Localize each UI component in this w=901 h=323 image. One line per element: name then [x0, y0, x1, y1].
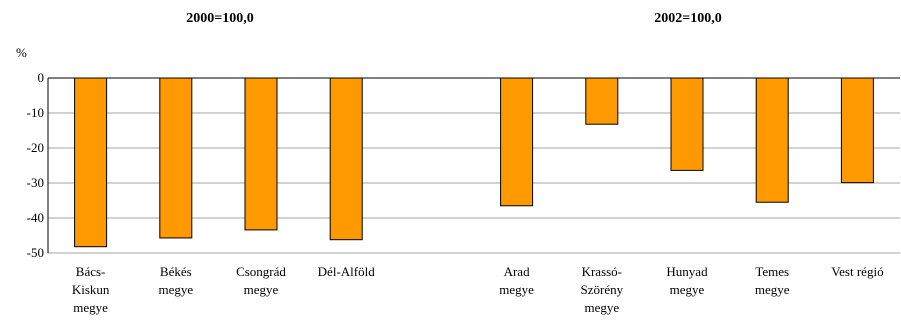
y-tick-label: 0 [38, 70, 45, 85]
x-category-label: Csongrád [236, 264, 286, 279]
y-tick-label: -50 [27, 245, 44, 260]
x-category-label: Hunyad [666, 264, 708, 279]
x-category-label: Dél-Alföld [318, 264, 376, 279]
x-category-label: Arad [504, 264, 530, 279]
x-category-label: Békés [160, 264, 192, 279]
bar [840, 77, 874, 184]
x-category-label: megye [670, 282, 705, 297]
x-category-label: Bács- [76, 264, 106, 279]
x-category-label: megye [584, 300, 619, 315]
bar [74, 77, 108, 248]
y-axis-unit-label: % [16, 45, 27, 60]
bar [329, 77, 363, 241]
x-category-label: megye [73, 300, 108, 315]
group-title-right: 2002=100,0 [654, 11, 721, 26]
bars [74, 77, 874, 248]
bar [585, 77, 619, 125]
y-axis: 0 -10 -20 -30 -40 -50 [27, 70, 49, 260]
bar [159, 77, 193, 239]
x-category-label: megye [499, 282, 534, 297]
group-title-left: 2000=100,0 [186, 11, 253, 26]
y-tick-label: -40 [27, 210, 44, 225]
y-tick-label: -30 [27, 175, 44, 190]
y-tick-label: -10 [27, 105, 44, 120]
y-tick-label: -20 [27, 140, 44, 155]
x-category-label: Kiskun [72, 282, 110, 297]
x-category-label: megye [158, 282, 193, 297]
x-category-label: Krassó- [582, 264, 622, 279]
x-category-label: Szörény [580, 282, 623, 297]
x-category-label: megye [244, 282, 279, 297]
bar [244, 77, 278, 231]
x-category-label: megye [755, 282, 790, 297]
x-axis-labels: Bács- Kiskun megye Békés megye Csongrád megye D… [72, 264, 884, 315]
bar [755, 77, 789, 203]
x-category-label: Temes [755, 264, 789, 279]
bar [670, 77, 704, 171]
bar [500, 77, 534, 207]
x-category-label: Vest régió [831, 264, 883, 279]
